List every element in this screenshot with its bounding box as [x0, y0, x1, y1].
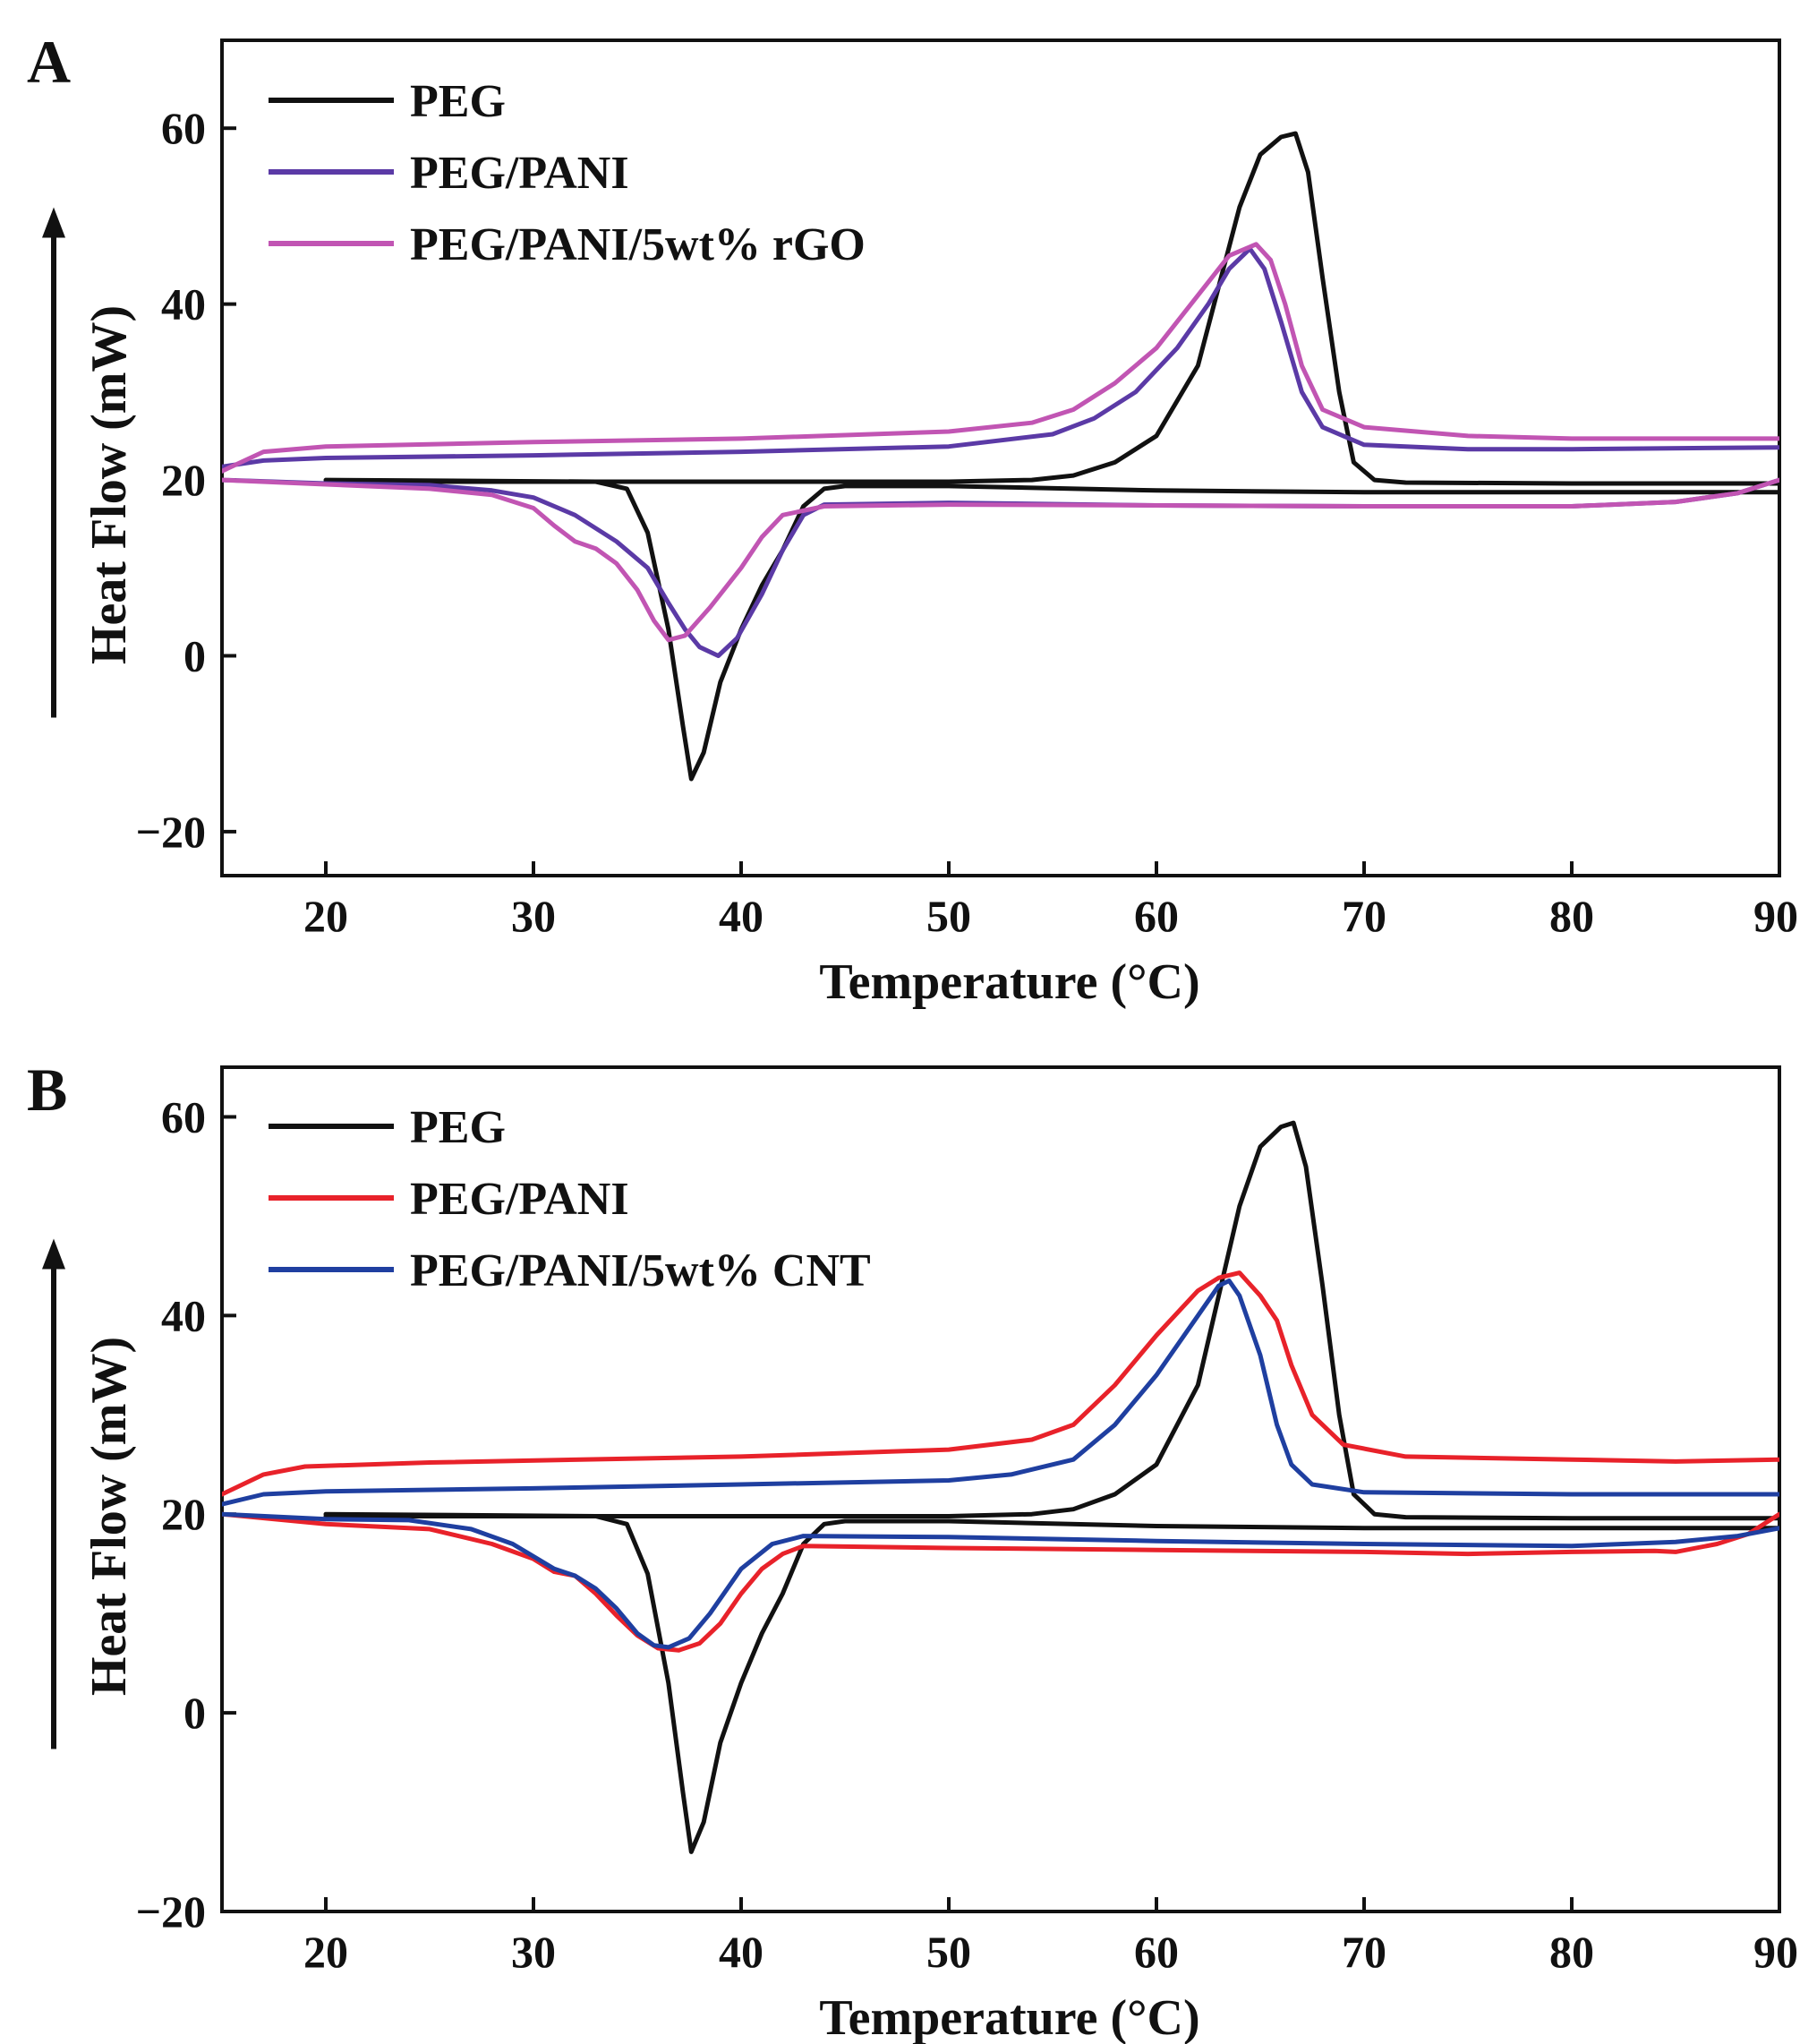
y-axis-title: Heat Flow (mW): [81, 305, 137, 664]
plot-frame: [220, 1065, 1781, 1913]
x-tick-label: 30: [511, 1927, 556, 1977]
x-axis-title: Temperature (°C): [819, 1990, 1199, 2044]
y-axis-title: Heat Flow (mW): [81, 1337, 137, 1696]
x-tick-label: 90: [1753, 1927, 1798, 1977]
y-axis-arrowhead: [42, 1238, 65, 1270]
y-tick-label: 0: [183, 630, 206, 680]
series-2: [222, 242, 1779, 643]
x-tick-label: 60: [1134, 1927, 1179, 1977]
y-tick-label: 40: [161, 279, 206, 329]
legend-label: PEG/PANI: [410, 1174, 629, 1225]
plot-frame: [220, 38, 1781, 877]
panel-label: B: [27, 1056, 67, 1124]
series-line-heating: [323, 131, 1779, 486]
panel-a-dsc-chart: A 20 30 40 50 60 70 80 90 −20 0 20 40 60 Temperature (…: [27, 28, 1798, 1010]
x-tick-label: 70: [1342, 891, 1386, 941]
series-line-cooling: [323, 1511, 1779, 1854]
x-tick-label: 50: [926, 891, 971, 941]
x-tick-label: 30: [511, 891, 556, 941]
series-line-cooling: [323, 477, 1779, 782]
x-tick-label: 80: [1549, 891, 1594, 941]
x-tick-label: 40: [719, 891, 763, 941]
x-tick-label: 70: [1342, 1927, 1386, 1977]
y-tick-label: 20: [161, 1489, 206, 1539]
x-tick-label: 80: [1549, 1927, 1594, 1977]
series-0: [323, 131, 1779, 782]
series-line-heating: [222, 1270, 1779, 1497]
x-tick-label: 50: [926, 1927, 971, 1977]
y-tick-label: 40: [161, 1290, 206, 1340]
legend-label: PEG: [410, 1102, 506, 1153]
x-tick-label: 20: [303, 1927, 348, 1977]
series-line-cooling: [222, 1511, 1779, 1650]
series-2: [222, 1279, 1779, 1650]
y-tick-label: 0: [183, 1688, 206, 1738]
x-tick-label: 20: [303, 891, 348, 941]
series-0: [323, 1120, 1779, 1854]
series-line-heating: [222, 246, 1779, 469]
legend-label: PEG/PANI/5wt% CNT: [410, 1245, 871, 1296]
series-line-heating: [323, 1120, 1779, 1521]
y-tick-label: −20: [136, 1886, 207, 1937]
legend-label: PEG/PANI/5wt% rGO: [410, 219, 866, 270]
x-tick-label: 40: [719, 1927, 763, 1977]
series-line-heating: [222, 242, 1779, 474]
series-line-heating: [222, 1279, 1779, 1507]
series-line-cooling: [222, 477, 1779, 643]
x-tick-label: 90: [1753, 891, 1798, 941]
series-1: [222, 1270, 1779, 1653]
y-tick-label: −20: [136, 807, 207, 857]
x-tick-label: 60: [1134, 891, 1179, 941]
y-tick-label: 20: [161, 455, 206, 505]
series-line-cooling: [222, 1511, 1779, 1653]
panel-label: A: [27, 28, 71, 96]
y-tick-label: 60: [161, 103, 206, 153]
panel-b-dsc-chart: B 20 30 40 50 60 70 80 90 −20 0 20 40 60 Temperature (…: [27, 1056, 1798, 2044]
y-tick-label: 60: [161, 1091, 206, 1142]
legend-label: PEG/PANI: [410, 148, 629, 199]
legend-label: PEG: [410, 76, 506, 127]
x-axis-title: Temperature (°C): [819, 954, 1199, 1010]
series-1: [222, 246, 1779, 658]
y-axis-arrowhead: [42, 207, 65, 238]
